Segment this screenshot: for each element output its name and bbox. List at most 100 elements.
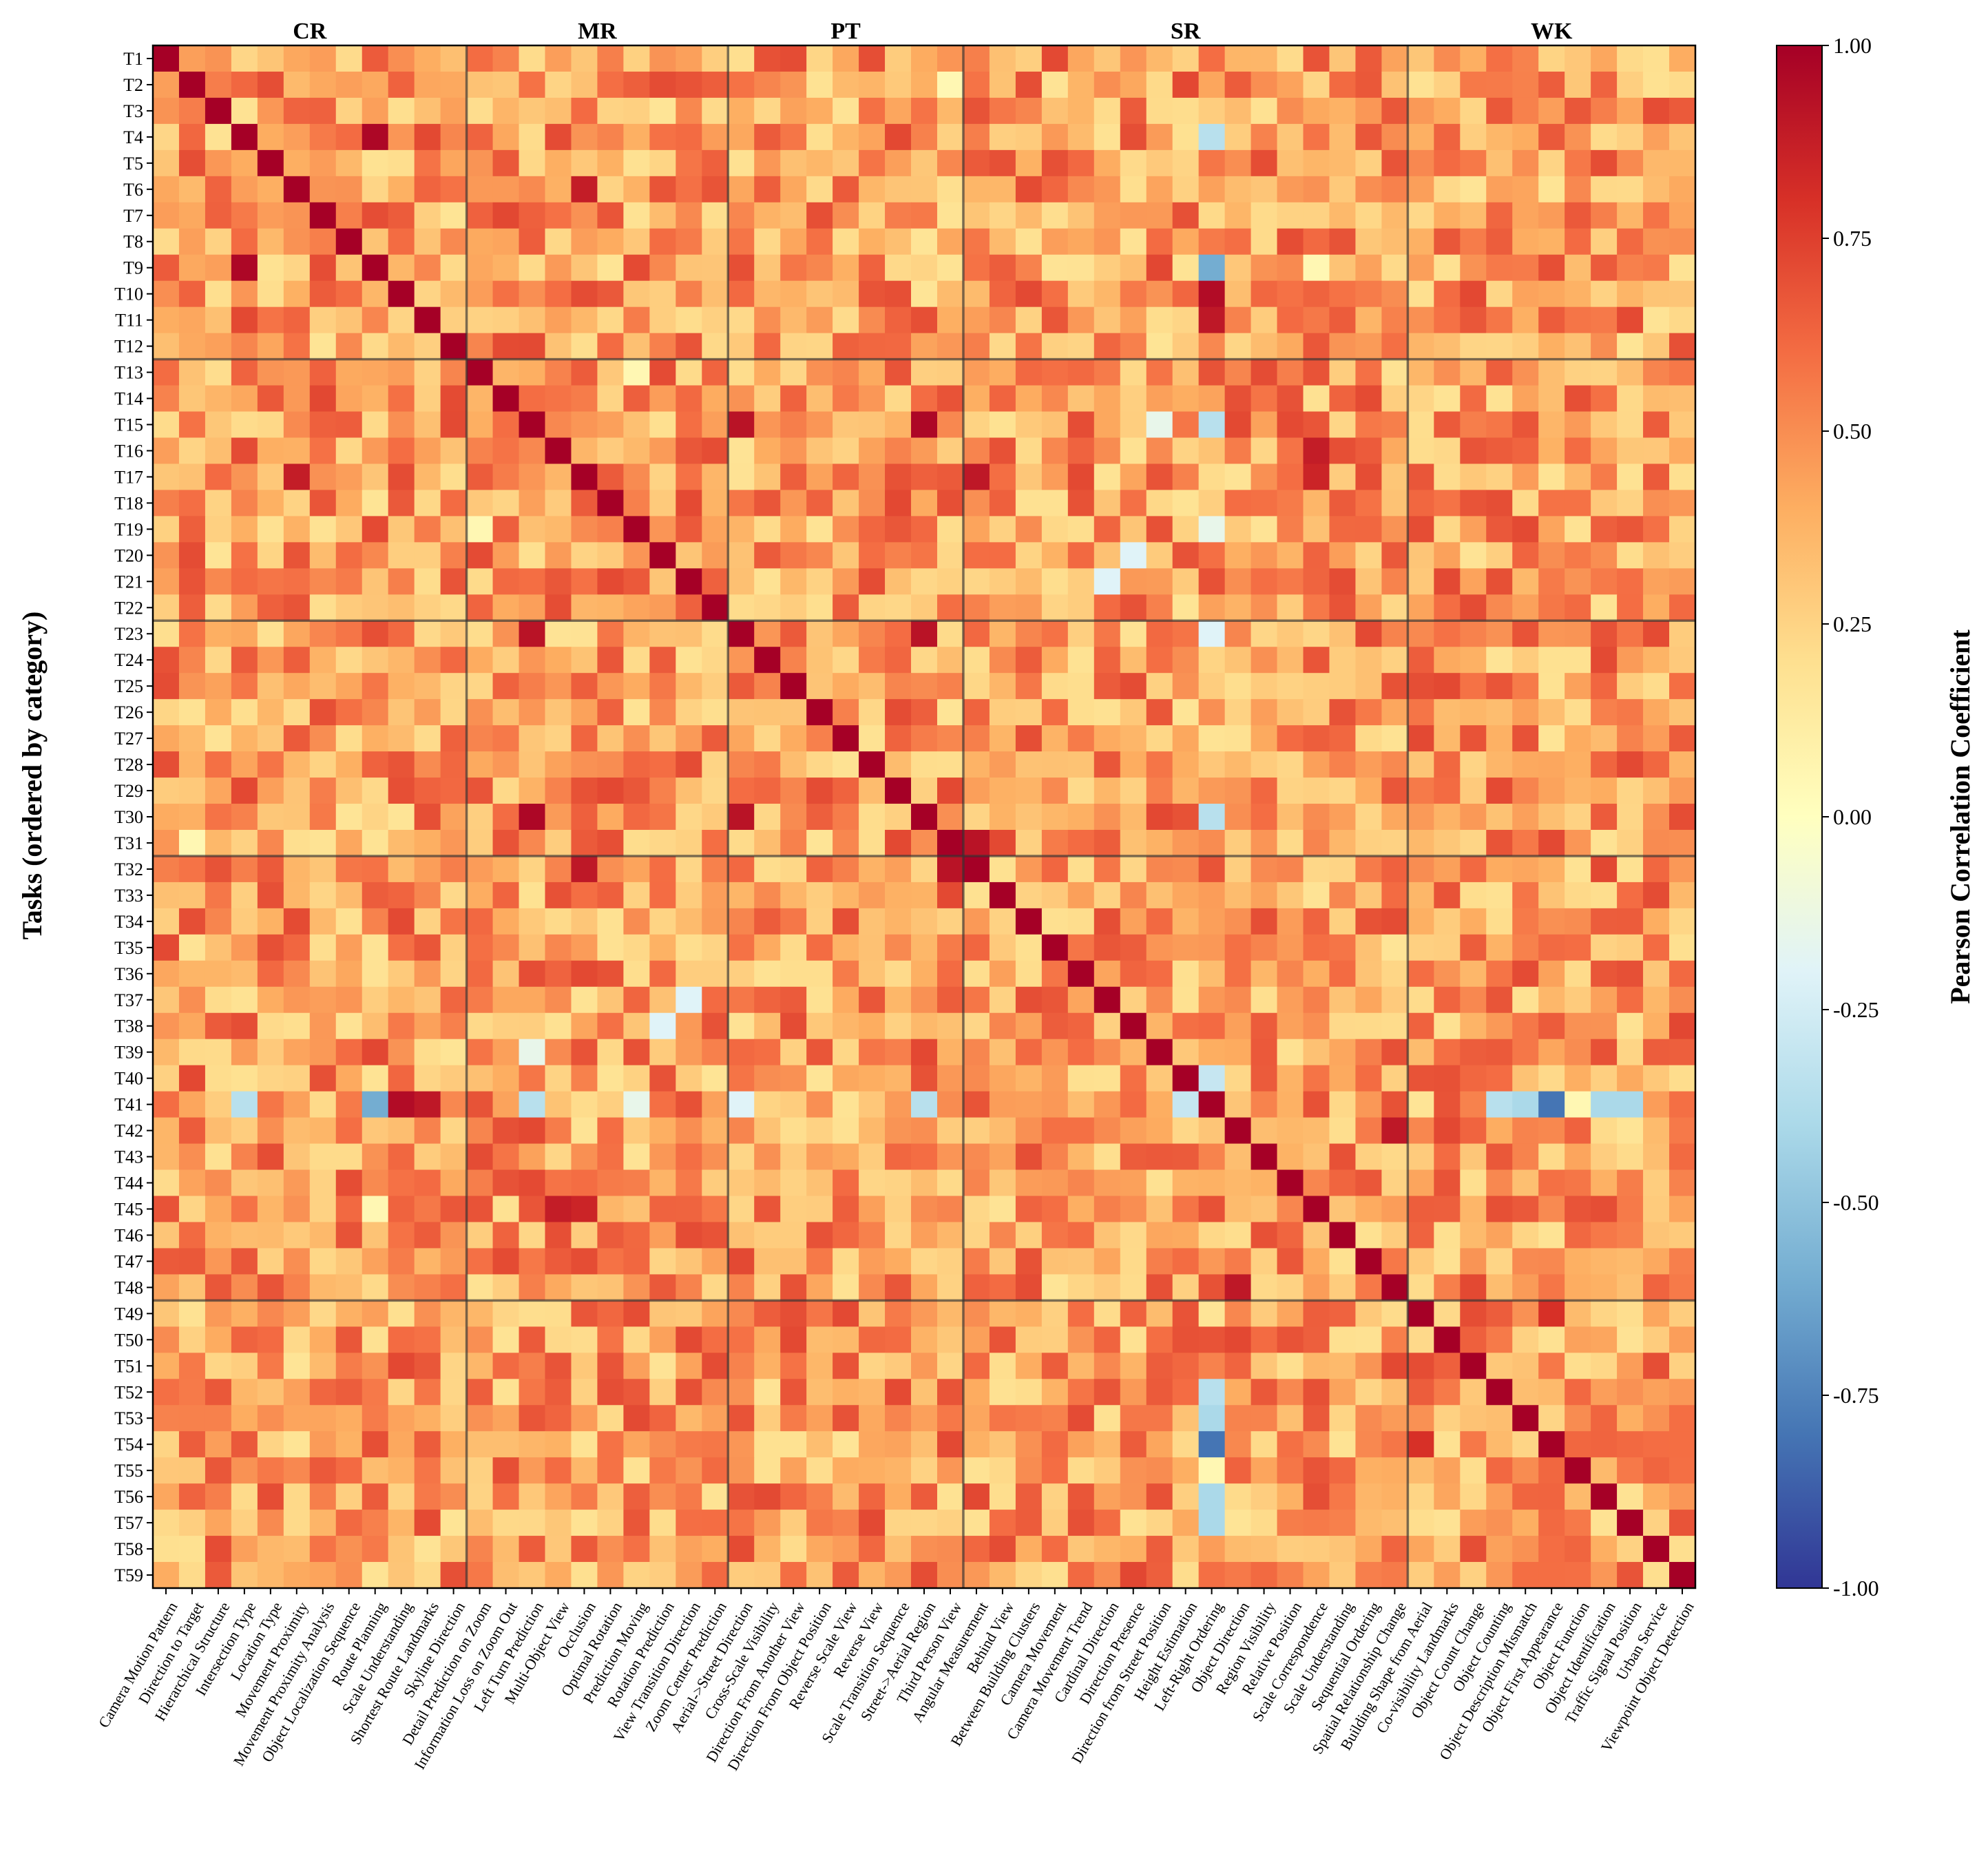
heatmap-cell: [833, 333, 859, 360]
heatmap-cell: [1381, 725, 1408, 752]
heatmap-cell: [859, 1510, 886, 1536]
heatmap-cell: [1565, 1562, 1591, 1589]
heatmap-cell: [231, 71, 258, 98]
heatmap-cell: [1538, 490, 1565, 517]
heatmap-cell: [1643, 1143, 1670, 1171]
heatmap-cell: [1355, 1510, 1383, 1536]
heatmap-cell: [362, 882, 389, 909]
heatmap-cell: [1198, 1143, 1226, 1171]
heatmap-cell: [885, 254, 912, 282]
heatmap-cell: [466, 333, 494, 360]
heatmap-cell: [1094, 516, 1121, 543]
heatmap-cell: [1408, 490, 1434, 517]
heatmap-cell: [1434, 1562, 1461, 1589]
heatmap-cell: [571, 123, 598, 151]
heatmap-cell: [283, 463, 311, 491]
heatmap-cell: [362, 908, 389, 935]
heatmap-cell: [1041, 228, 1069, 256]
heatmap-cell: [937, 1510, 964, 1536]
heatmap-cell: [414, 855, 441, 883]
heatmap-cell: [676, 1222, 702, 1249]
heatmap-cell: [1565, 71, 1591, 98]
heatmap-cell: [414, 463, 441, 491]
heatmap-cell: [649, 751, 676, 778]
heatmap-cell: [1538, 1353, 1565, 1379]
heatmap-cell: [414, 1196, 441, 1223]
heatmap-cell: [362, 463, 389, 491]
heatmap-cell: [153, 202, 180, 229]
heatmap-cell: [1538, 1091, 1565, 1118]
heatmap-cell: [1643, 934, 1670, 961]
heatmap-cell: [911, 778, 938, 804]
heatmap-cell: [571, 882, 598, 909]
heatmap-cell: [1251, 725, 1278, 752]
heatmap-cell: [362, 45, 389, 72]
heatmap-cell: [388, 1196, 415, 1223]
heatmap-cell: [1094, 1012, 1121, 1040]
heatmap-cell: [1067, 1143, 1095, 1171]
heatmap-cell: [153, 359, 180, 386]
heatmap-cell: [545, 621, 572, 647]
heatmap-cell: [1565, 855, 1591, 883]
heatmap-cell: [231, 960, 258, 988]
heatmap-cell: [1120, 280, 1147, 308]
heatmap-cell: [649, 123, 676, 151]
heatmap-cell: [1067, 1065, 1095, 1092]
heatmap-cell: [1198, 149, 1226, 177]
heatmap-cell: [545, 1274, 572, 1301]
heatmap-cell: [623, 1353, 650, 1379]
heatmap-cell: [519, 751, 546, 778]
heatmap-cell: [492, 149, 520, 177]
heatmap-cell: [1538, 568, 1565, 595]
heatmap-cell: [257, 437, 284, 465]
heatmap-cell: [440, 411, 468, 439]
heatmap-cell: [1538, 542, 1565, 569]
heatmap-cell: [571, 855, 598, 883]
heatmap-cell: [649, 176, 676, 203]
heatmap-cell: [1329, 1143, 1357, 1171]
heatmap-cell: [1303, 1431, 1330, 1458]
heatmap-cell: [1512, 1039, 1539, 1066]
heatmap-cell: [1120, 673, 1147, 700]
heatmap-cell: [1303, 934, 1330, 961]
heatmap-cell: [859, 1326, 886, 1353]
heatmap-cell: [1591, 1248, 1618, 1275]
heatmap-cell: [1669, 306, 1696, 334]
heatmap-cell: [1355, 1012, 1383, 1040]
heatmap-cell: [1015, 71, 1043, 98]
heatmap-cell: [1067, 411, 1095, 439]
heatmap-cell: [492, 1039, 520, 1066]
heatmap-cell: [440, 1353, 468, 1379]
heatmap-cell: [1538, 45, 1565, 72]
heatmap-cell: [1172, 1117, 1200, 1145]
heatmap-cell: [911, 254, 938, 282]
heatmap-cell: [1198, 202, 1226, 229]
heatmap-cell: [623, 71, 650, 98]
heatmap-cell: [1355, 1065, 1383, 1092]
heatmap-cell: [1303, 621, 1330, 647]
heatmap-cell: [1460, 1091, 1487, 1118]
heatmap-cell: [283, 986, 311, 1014]
heatmap-cell: [1198, 306, 1226, 334]
heatmap-cell: [833, 1012, 859, 1040]
heatmap-cell: [1198, 1091, 1226, 1118]
row-label: T36: [114, 964, 143, 984]
heatmap-cell: [963, 621, 990, 647]
row-label: T58: [114, 1539, 143, 1559]
heatmap-cell: [989, 778, 1016, 804]
heatmap-cell: [728, 594, 755, 621]
heatmap-cell: [178, 280, 206, 308]
heatmap-cell: [1460, 778, 1487, 804]
heatmap-cell: [1512, 411, 1539, 439]
heatmap-cell: [1277, 804, 1304, 831]
heatmap-cell: [728, 1012, 755, 1040]
heatmap-cell: [1146, 1143, 1173, 1171]
heatmap-cell: [806, 97, 833, 125]
heatmap-cell: [388, 1222, 415, 1249]
heatmap-cell: [1460, 960, 1487, 988]
heatmap-cell: [205, 1117, 232, 1145]
heatmap-cell: [545, 97, 572, 125]
heatmap-cell: [937, 1039, 964, 1066]
heatmap-cell: [388, 1379, 415, 1406]
heatmap-cell: [388, 411, 415, 439]
